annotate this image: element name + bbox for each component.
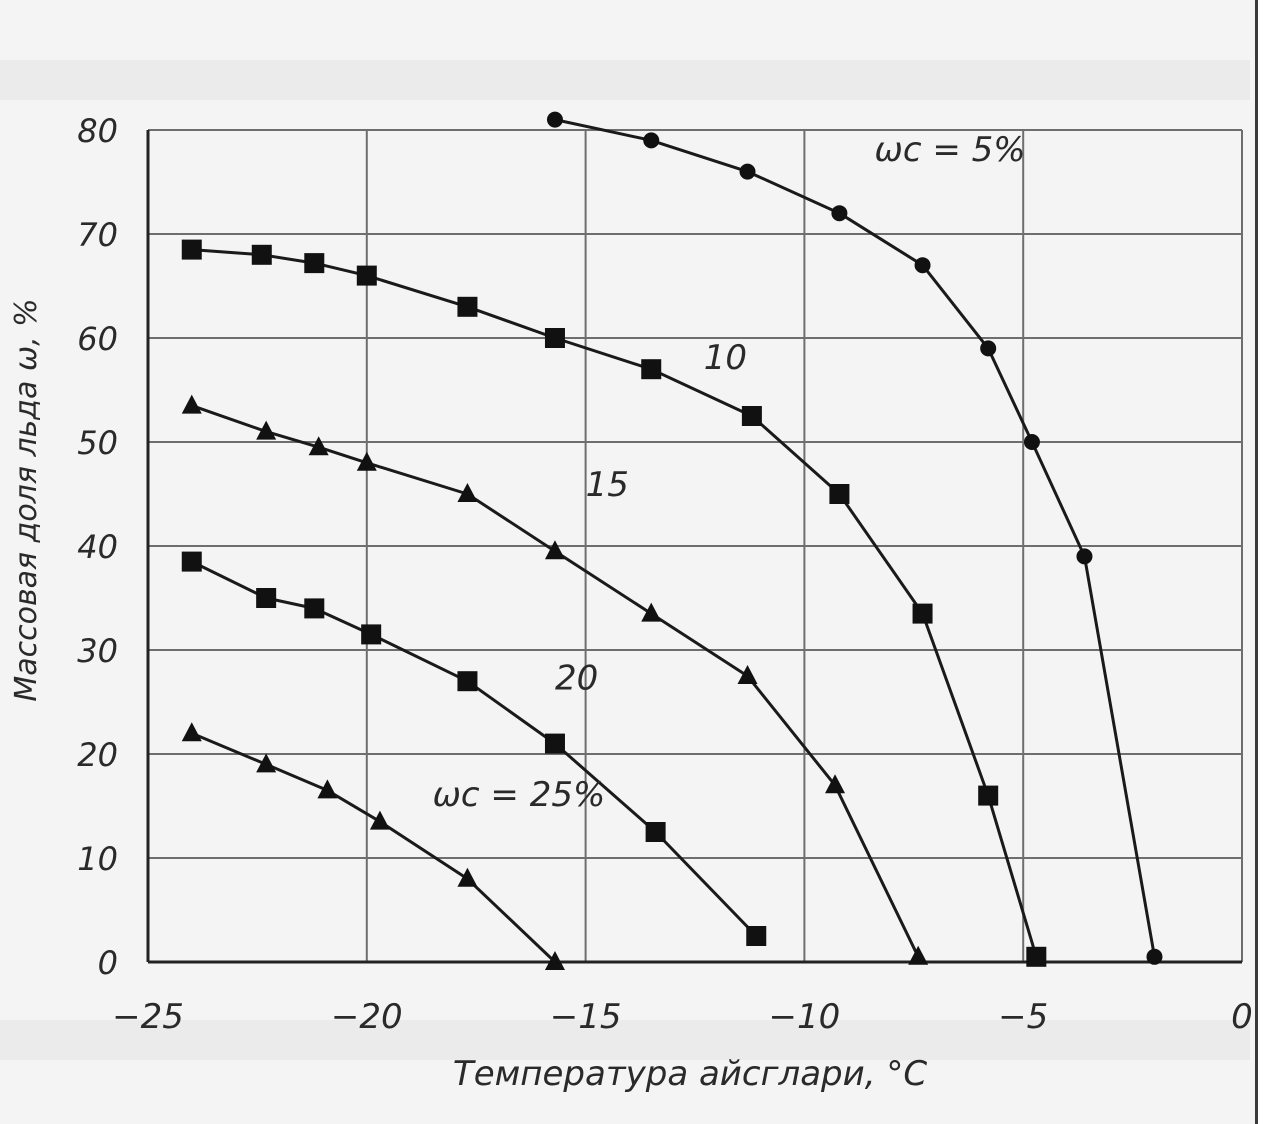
data-point xyxy=(741,406,762,426)
y-tick-label: 10 xyxy=(77,840,118,878)
data-point xyxy=(369,810,390,830)
data-point xyxy=(457,671,478,692)
data-point xyxy=(544,540,565,560)
data-point xyxy=(1146,948,1163,965)
data-point xyxy=(181,239,202,260)
data-point xyxy=(829,484,850,504)
series-3 xyxy=(181,394,929,965)
series-5 xyxy=(181,722,565,970)
x-tick-label: 0 xyxy=(1231,997,1253,1037)
data-point xyxy=(908,945,929,965)
data-point xyxy=(361,624,382,645)
data-point xyxy=(544,733,565,754)
x-axis-label: Температура айсглари, °С xyxy=(453,1054,927,1094)
y-tick-label: 50 xyxy=(77,424,118,462)
data-point xyxy=(546,111,563,128)
series-line xyxy=(554,118,1156,958)
tick-labels: −25 −20 −15 −10 −5 0 0 10 20 30 40 50 60 70 80 xyxy=(77,112,1253,1037)
data-point xyxy=(825,774,846,794)
data-point xyxy=(181,394,202,414)
y-tick-label: 0 xyxy=(98,944,118,982)
data-point xyxy=(831,205,848,222)
data-point xyxy=(544,328,565,348)
data-point xyxy=(746,926,767,946)
data-point xyxy=(304,253,325,274)
data-point xyxy=(256,753,277,773)
data-point xyxy=(308,436,329,456)
data-point xyxy=(181,722,202,742)
data-point xyxy=(1076,548,1093,565)
y-tick-label: 30 xyxy=(77,632,118,670)
series-1 xyxy=(546,111,1163,965)
page-edge xyxy=(1255,0,1280,1124)
x-tick-label: −10 xyxy=(769,997,841,1037)
data-point xyxy=(641,602,662,622)
series-2 xyxy=(181,239,1047,967)
data-point xyxy=(643,132,660,149)
series-label: 15 xyxy=(586,465,629,505)
x-tick-label: −5 xyxy=(998,997,1048,1037)
data-point xyxy=(457,867,478,887)
x-tick-label: −20 xyxy=(331,997,403,1037)
data-point xyxy=(737,665,758,684)
y-tick-label: 70 xyxy=(77,216,118,254)
data-point xyxy=(181,551,202,572)
data-point xyxy=(356,451,377,471)
data-point xyxy=(978,785,999,806)
y-tick-label: 60 xyxy=(77,320,118,358)
series-label: 20 xyxy=(555,659,598,699)
series-4 xyxy=(181,551,767,946)
data-point xyxy=(457,296,478,317)
data-point xyxy=(317,779,338,799)
series-label: ωс = 5% xyxy=(874,130,1025,170)
data-point xyxy=(251,244,272,265)
data-point xyxy=(1023,434,1040,450)
y-tick-label: 40 xyxy=(77,528,118,566)
data-point xyxy=(544,951,565,970)
data-point xyxy=(304,598,325,619)
data-point xyxy=(912,603,933,624)
data-point xyxy=(641,359,662,380)
series-labels: ωс = 5% 10 15 20 ωс = 25% xyxy=(432,130,1025,815)
x-tick-label: −15 xyxy=(550,997,622,1037)
series-line xyxy=(191,731,557,964)
series-line xyxy=(191,560,758,938)
data-point xyxy=(1026,946,1047,967)
x-tick-label: −25 xyxy=(112,997,184,1037)
data-point xyxy=(356,265,377,286)
series-group xyxy=(181,111,1163,970)
data-point xyxy=(457,483,478,502)
data-point xyxy=(739,163,756,180)
y-tick-label: 20 xyxy=(77,736,118,774)
y-axis-label: Массовая доля льда ω, % xyxy=(9,298,44,701)
data-point xyxy=(256,420,277,440)
series-line xyxy=(191,404,920,958)
data-point xyxy=(980,340,997,357)
data-point xyxy=(256,588,277,608)
y-tick-label: 80 xyxy=(77,112,118,150)
data-point xyxy=(914,257,931,274)
series-label: 10 xyxy=(704,338,747,378)
series-label: ωс = 25% xyxy=(432,775,605,815)
data-point xyxy=(645,822,666,842)
